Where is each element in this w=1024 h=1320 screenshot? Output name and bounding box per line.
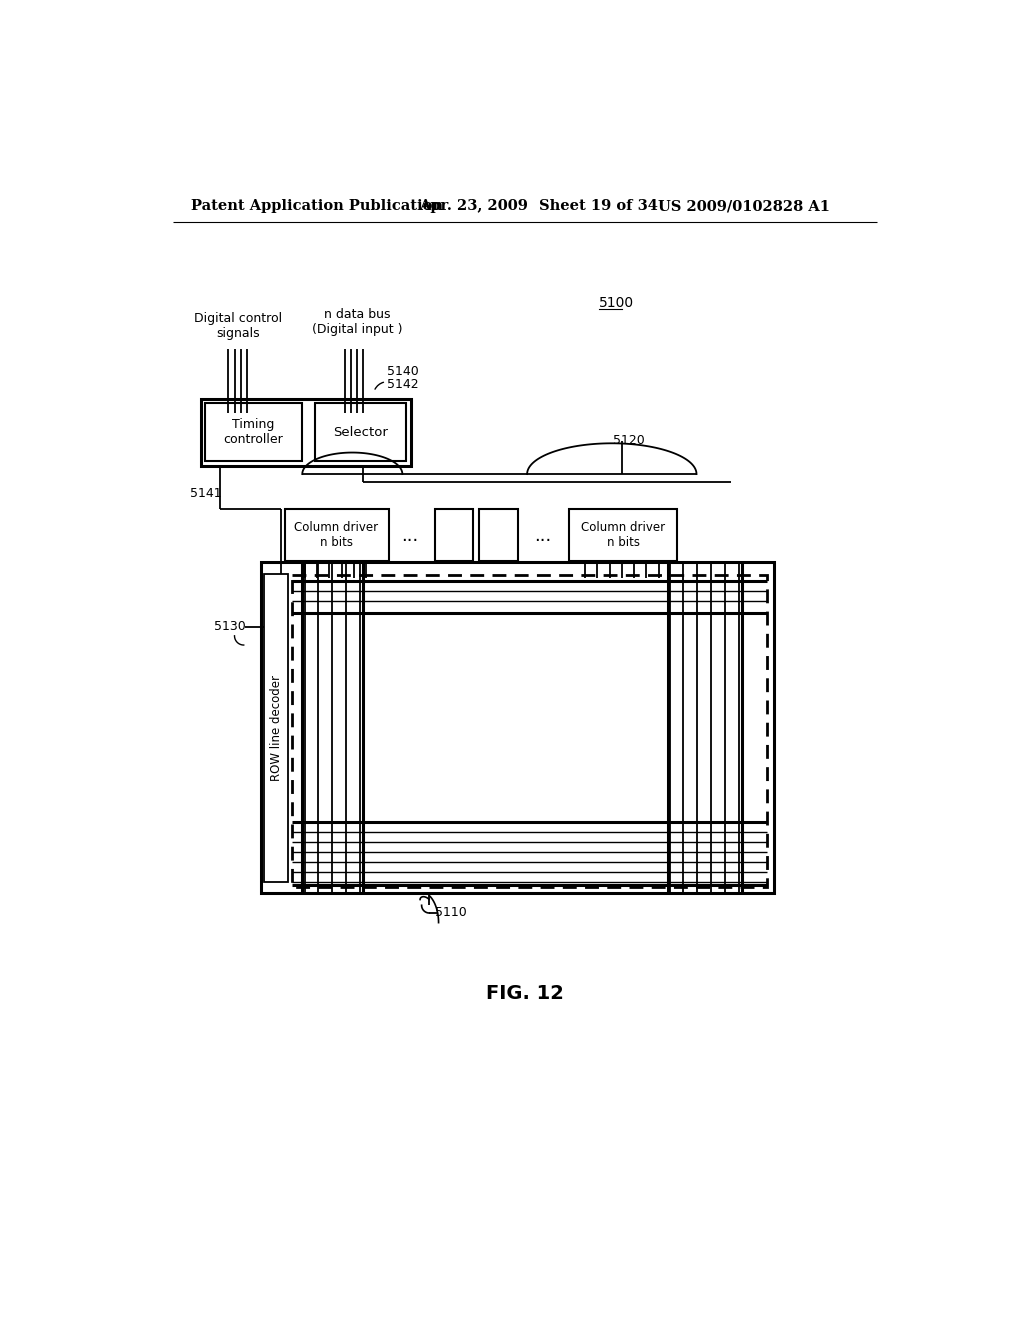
Text: US 2009/0102828 A1: US 2009/0102828 A1 [658, 199, 830, 213]
Text: Apr. 23, 2009: Apr. 23, 2009 [419, 199, 528, 213]
Text: 5110: 5110 [435, 907, 467, 920]
FancyBboxPatch shape [569, 508, 677, 561]
Text: ...: ... [401, 527, 419, 545]
FancyBboxPatch shape [479, 508, 518, 561]
Text: 5130: 5130 [214, 620, 246, 634]
Text: Column driver
n bits: Column driver n bits [582, 521, 666, 549]
FancyBboxPatch shape [315, 404, 407, 461]
Text: Patent Application Publication: Patent Application Publication [190, 199, 442, 213]
FancyBboxPatch shape [264, 574, 289, 882]
Text: 5141: 5141 [189, 487, 221, 500]
Text: Timing
controller: Timing controller [223, 418, 284, 446]
FancyBboxPatch shape [205, 404, 301, 461]
Text: 5142: 5142 [387, 379, 419, 391]
Text: Sheet 19 of 34: Sheet 19 of 34 [539, 199, 657, 213]
Text: FIG. 12: FIG. 12 [485, 985, 564, 1003]
Text: n data bus
(Digital input ): n data bus (Digital input ) [312, 309, 403, 337]
Text: Selector: Selector [334, 425, 388, 438]
Text: 5100: 5100 [599, 296, 634, 310]
FancyBboxPatch shape [261, 562, 773, 892]
Text: ...: ... [534, 527, 551, 545]
Text: 5140: 5140 [387, 366, 419, 379]
FancyBboxPatch shape [285, 508, 388, 561]
FancyBboxPatch shape [435, 508, 473, 561]
Text: Digital control
signals: Digital control signals [195, 313, 283, 341]
Text: ROW line decoder: ROW line decoder [269, 676, 283, 781]
Text: 5120: 5120 [612, 434, 644, 447]
Text: Column driver
n bits: Column driver n bits [295, 521, 379, 549]
